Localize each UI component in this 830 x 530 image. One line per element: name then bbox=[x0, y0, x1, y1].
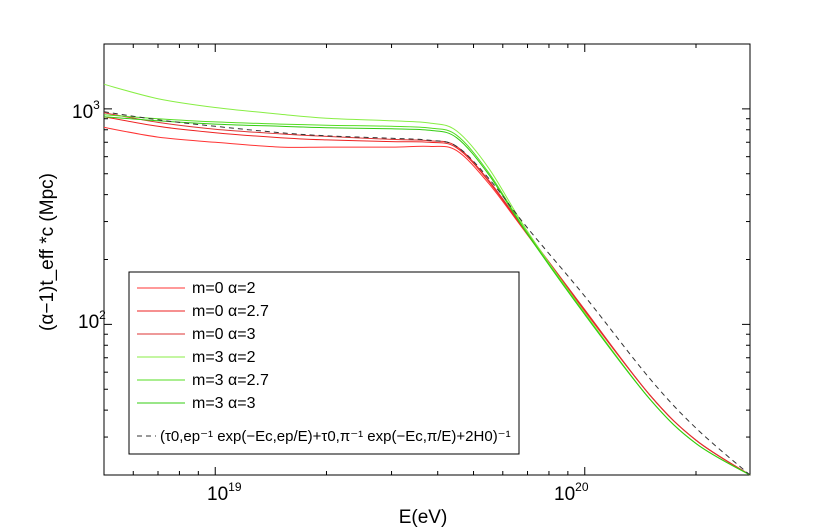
legend-label-2: m=0 α=2.7 bbox=[192, 303, 269, 320]
legend-label-3: m=0 α=3 bbox=[192, 326, 256, 343]
major-ticks bbox=[104, 44, 750, 475]
legend-lines bbox=[137, 287, 185, 437]
x-tick-label-2: 1020 bbox=[554, 480, 589, 505]
x-tick-label-1: 1019 bbox=[207, 480, 242, 505]
y-tick-label-2: 102 bbox=[78, 308, 106, 333]
series-layer bbox=[103, 83, 751, 476]
legend: m=0 α=2 m=0 α=2.7 m=0 α=3 m=3 α=2 m=3 α=… bbox=[128, 271, 520, 455]
legend-label-1: m=0 α=2 bbox=[192, 280, 256, 297]
y-axis-label: (α−1)t_eff *c (Mpc) bbox=[37, 173, 58, 331]
minor-ticks bbox=[103, 43, 750, 476]
series-line-6 bbox=[103, 116, 751, 476]
y-tick-label-1: 103 bbox=[72, 98, 100, 123]
legend-box bbox=[128, 271, 520, 455]
legend-label-7: (τ0,ep⁻¹ exp(−Ec,ep/E)+τ0,π⁻¹ exp(−Ec,π/… bbox=[160, 428, 511, 445]
legend-label-6: m=3 α=3 bbox=[192, 395, 256, 412]
x-axis-label: E(eV) bbox=[399, 507, 448, 528]
legend-label-4: m=3 α=2 bbox=[192, 349, 256, 366]
series-line-7 bbox=[103, 111, 751, 476]
legend-label-5: m=3 α=2.7 bbox=[192, 372, 269, 389]
